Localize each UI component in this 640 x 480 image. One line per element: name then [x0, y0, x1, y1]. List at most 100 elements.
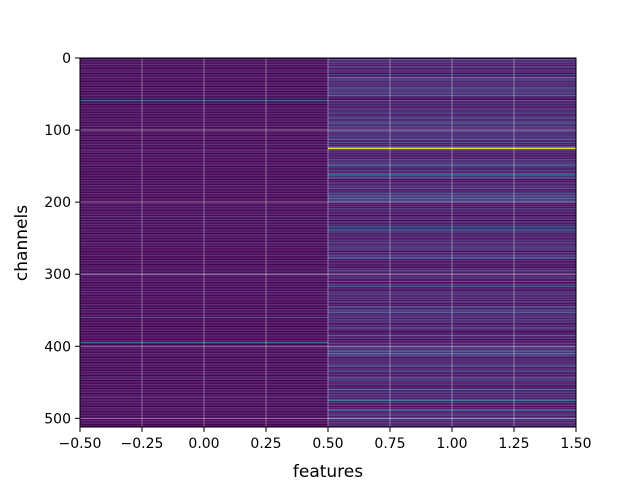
heatmap-cell: [80, 145, 328, 147]
heatmap-cell: [80, 231, 328, 233]
heatmap-cell: [328, 314, 576, 315]
heatmap-cell: [328, 68, 576, 70]
heatmap-cell: [328, 148, 576, 150]
heatmap-cell: [328, 300, 576, 302]
heatmap-cell: [80, 115, 328, 117]
heatmap-cell: [328, 406, 576, 408]
heatmap-cell: [80, 246, 328, 248]
heatmap-cell: [80, 102, 328, 104]
heatmap-cell: [328, 420, 576, 421]
heatmap-cell: [328, 363, 576, 365]
heatmap-cell: [80, 391, 328, 393]
heatmap-cell: [80, 106, 328, 108]
heatmap-cell: [328, 200, 576, 202]
heatmap-cell: [80, 227, 328, 229]
heatmap-cell: [80, 341, 328, 343]
heatmap-cell: [328, 80, 576, 82]
x-tick-label: 0.00: [188, 436, 219, 452]
heatmap-cell: [80, 152, 328, 154]
heatmap-cell: [80, 73, 328, 75]
heatmap-cell: [80, 160, 328, 162]
heatmap-cell: [328, 379, 576, 381]
heatmap-cell: [328, 158, 576, 160]
heatmap-cell: [80, 260, 328, 261]
heatmap-cell: [328, 320, 576, 322]
heatmap-cell: [80, 411, 328, 413]
heatmap-cell: [328, 62, 576, 64]
heatmap-cell: [80, 183, 328, 184]
heatmap-cell: [328, 205, 576, 207]
heatmap-cell: [80, 237, 328, 238]
heatmap-cell: [328, 82, 576, 84]
heatmap-cell: [328, 170, 576, 171]
heatmap-cell: [328, 177, 576, 179]
heatmap-cell: [80, 326, 328, 328]
heatmap-cell: [80, 181, 328, 183]
heatmap-cell: [328, 263, 576, 264]
heatmap-cell: [328, 255, 576, 257]
heatmap-cell: [80, 350, 328, 352]
heatmap-cell: [328, 250, 576, 251]
heatmap-cell: [80, 416, 328, 418]
heatmap-cell: [328, 88, 576, 90]
heatmap-cell: [80, 374, 328, 376]
y-axis-ticks: 0 100 200 300 400 500: [44, 51, 80, 427]
heatmap-cell: [80, 321, 328, 323]
heatmap-cell: [328, 277, 576, 279]
heatmap-cell: [80, 165, 328, 167]
heatmap-cell: [328, 95, 576, 96]
heatmap-cell: [80, 345, 328, 346]
heatmap-cell: [80, 79, 328, 81]
heatmap-cell: [328, 292, 576, 294]
heatmap-cell: [80, 257, 328, 259]
heatmap-cell: [80, 111, 328, 113]
heatmap-cell: [328, 286, 576, 287]
heatmap-cell: [328, 147, 576, 148]
heatmap-cell: [328, 391, 576, 393]
heatmap-cell: [328, 177, 576, 179]
heatmap-cell: [80, 290, 328, 292]
heatmap-cell: [80, 384, 328, 385]
heatmap-cell: [328, 271, 576, 273]
heatmap-cell: [80, 311, 328, 313]
heatmap-cell: [328, 99, 576, 101]
heatmap-cell: [328, 217, 576, 219]
heatmap-cell: [328, 90, 576, 92]
heatmap-cell: [80, 121, 328, 123]
heatmap-cell: [80, 414, 328, 416]
heatmap-cell: [328, 74, 576, 76]
heatmap-cell: [328, 136, 576, 138]
heatmap-cell: [80, 364, 328, 366]
heatmap-cell: [328, 107, 576, 109]
heatmap-cell: [80, 382, 328, 384]
heatmap-cell: [328, 219, 576, 220]
heatmap-cell: [328, 367, 576, 369]
heatmap-cell: [328, 147, 576, 149]
heatmap-cell: [80, 143, 328, 145]
heatmap-cell: [328, 400, 576, 402]
heatmap-cell: [80, 110, 328, 112]
heatmap-cell: [80, 314, 328, 316]
heatmap-cell: [328, 421, 576, 423]
heatmap-cell: [80, 76, 328, 78]
heatmap-cell: [328, 372, 576, 374]
heatmap-cell: [328, 136, 576, 137]
heatmap-cell: [328, 252, 576, 254]
heatmap-cells: [80, 58, 576, 427]
heatmap-cell: [80, 310, 328, 312]
heatmap-cell: [80, 97, 328, 99]
heatmap-cell: [328, 423, 576, 424]
heatmap-cell: [80, 224, 328, 226]
heatmap-cell: [80, 343, 328, 344]
heatmap-cell: [80, 401, 328, 403]
heatmap-cell: [80, 258, 328, 260]
heatmap-cell: [328, 87, 576, 89]
heatmap-cell: [80, 193, 328, 195]
heatmap-cell: [80, 313, 328, 315]
heatmap-cell: [80, 372, 328, 374]
heatmap-cell: [80, 141, 328, 143]
heatmap-cell: [80, 198, 328, 199]
heatmap-cell: [328, 267, 576, 269]
heatmap-cell: [328, 239, 576, 241]
heatmap-cell: [80, 70, 328, 72]
